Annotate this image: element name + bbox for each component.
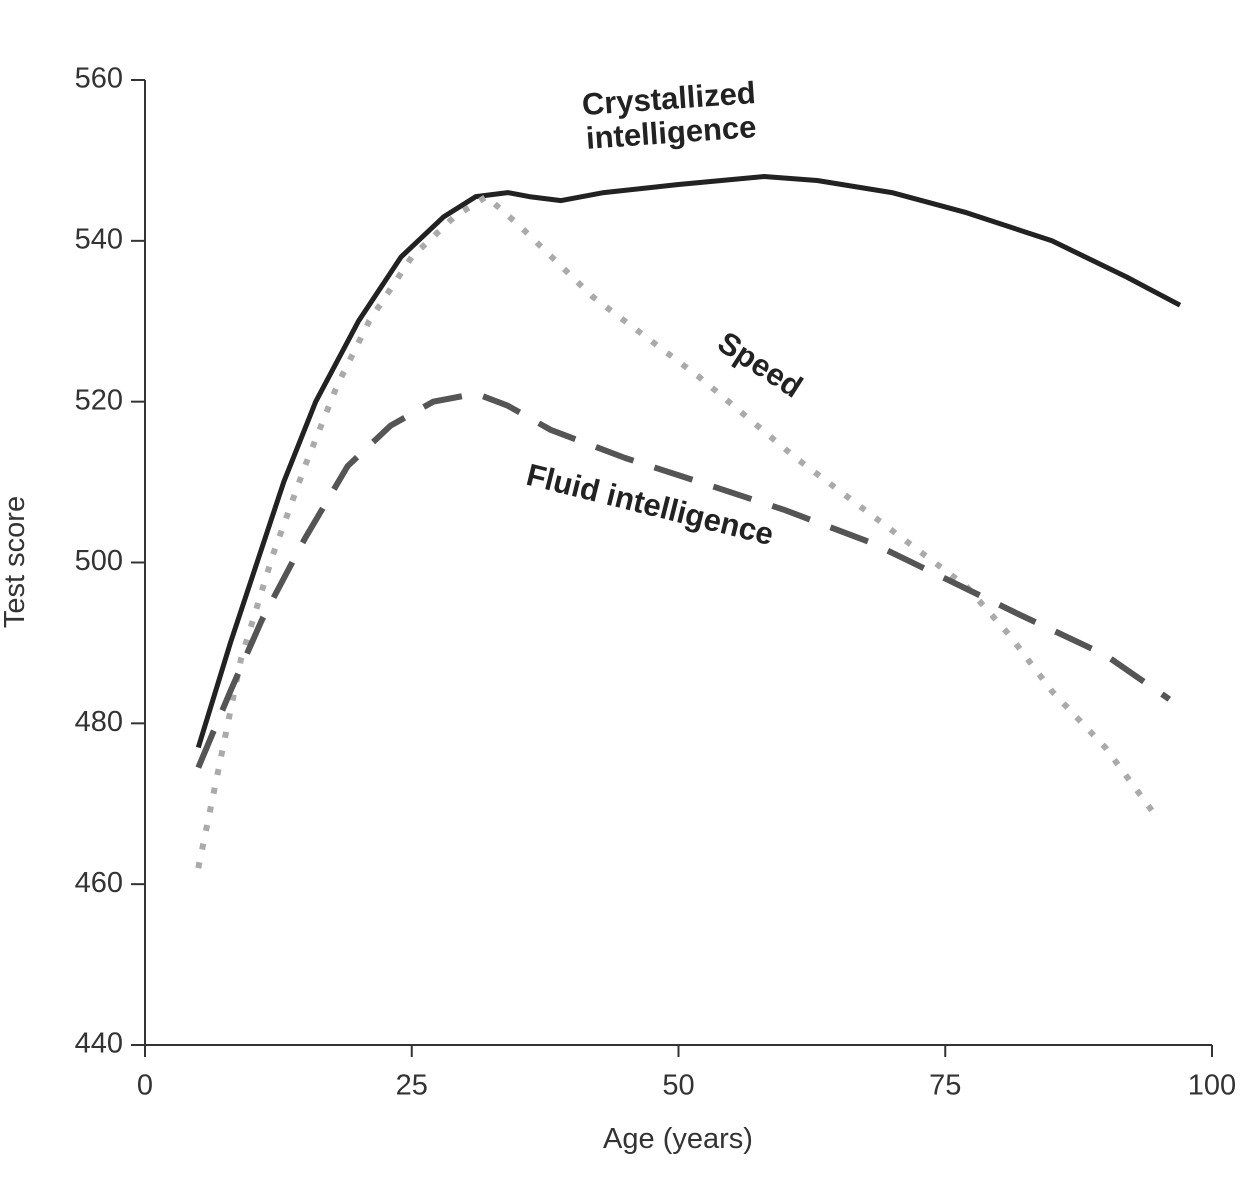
x-tick-label: 25 [396, 1070, 428, 1102]
y-tick-label: 520 [75, 384, 123, 416]
y-tick-label: 560 [75, 63, 123, 95]
series-line [195, 174, 1182, 749]
x-tick-label: 50 [662, 1070, 694, 1102]
y-tick-label: 440 [75, 1028, 123, 1060]
x-axis-label: Age (years) [603, 1123, 753, 1155]
y-tick-label: 480 [75, 706, 123, 738]
series-line [195, 193, 1162, 869]
series-line [195, 390, 1172, 769]
y-axis-label: Test score [0, 496, 31, 628]
y-tick-label: 460 [75, 867, 123, 899]
y-tick-label: 500 [75, 545, 123, 577]
y-tick-label: 540 [75, 223, 123, 255]
x-tick-label: 0 [137, 1070, 153, 1102]
x-tick-label: 75 [929, 1070, 961, 1102]
x-tick-label: 100 [1188, 1070, 1236, 1102]
